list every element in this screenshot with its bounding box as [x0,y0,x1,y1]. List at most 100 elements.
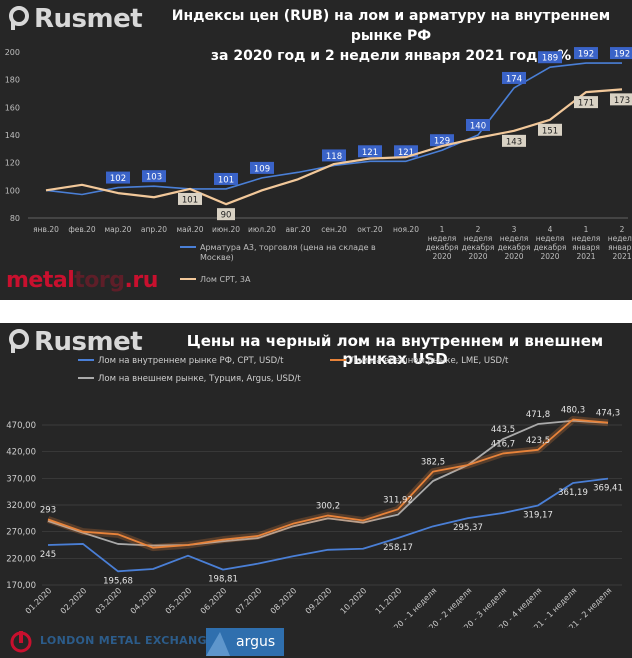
chart1-data-label-box [250,161,274,174]
chart1-x-tick: 1 [584,225,589,234]
chart1-title-line1: Индексы цен (RUB) на лом и арматуру на в… [171,8,611,44]
chart1-x-tick: неделя [608,234,632,243]
chart1-series-line-1 [45,88,623,206]
chart2-series-line-1 [47,418,609,549]
chart1-x-tick: 3 [512,225,517,234]
chart2-series-line-2 [47,419,609,547]
chart1-data-label: 173 [614,96,630,106]
chart2-panel: Rusmet Цены на черный лом на внутреннем … [0,323,632,658]
chart1-data-label: 143 [506,137,522,147]
chart1-x-tick: авг.20 [286,225,311,234]
chart1-data-label-box [502,134,526,147]
chart1-x-tick: окт.20 [357,225,383,234]
chart2-x-tick: 06.2020 [199,586,229,616]
chart1-x-tick: 2020 [468,252,487,261]
chart2-data-label: 295,37 [453,523,483,533]
chart1-data-label: 101 [182,195,198,205]
chart2-series-glow [46,416,609,552]
chart2-x-tick: 02.2020 [59,586,89,616]
chart2-data-label: 311,92 [383,495,413,505]
lme-logo-text: LONDON METAL EXCHANGE [40,634,215,647]
chart1-x-tick: апр.20 [141,225,167,234]
chart1-plot: 80 100 120 140 160 180 200 янв.20 фев.20 мар.20 ап… [5,47,632,284]
chart2-x-tick: 11.2020 [374,586,404,616]
chart2-legend-entry: Лом на внешнем рынке, Турция, Argus, USD… [98,374,301,384]
chart1-x-tick: 2 [620,225,625,234]
chart1-legend-entry: Лом СРТ, 3А [200,275,251,284]
chart2-legend-entry: Лом на внешнем рынке, LME, USD/t [350,356,509,366]
chart2-data-label: 319,17 [523,510,553,520]
chart1-data-label: 109 [254,164,270,174]
chart2-data-label: 471,8 [526,410,550,420]
chart2-data-label: 382,5 [421,458,445,468]
chart1-data-label: 121 [398,148,414,158]
chart2-data-label: 423,5 [526,436,550,446]
chart1-x-tick: 2 [476,225,481,234]
chart1-data-label: 103 [146,173,162,183]
argus-logo-text: argus [236,634,276,650]
chart1-x-tick: ноя.20 [393,225,419,234]
chart1-x-tick: неделя [572,234,601,243]
chart1-y-tick: 160 [5,103,20,112]
chart2-legend-entry: Лом на внутреннем рынке РФ, СРТ, USD/t [98,356,284,366]
chart1-data-label: 118 [326,152,342,162]
chart2-data-label: 300,2 [316,502,340,512]
chart1-x-tick: 1 [440,225,445,234]
chart1-x-tick: 2021 [576,252,595,261]
chart2-data-label: 361,19 [558,488,588,498]
chart1-x-tick: декабря [534,243,567,252]
chart1-data-label-box [574,47,598,60]
chart2-data-label: 198,81 [208,575,238,585]
chart1-data-label-box [217,208,235,221]
chart1-x-tick: июл.20 [248,225,276,234]
chart1-x-tick: неделя [500,234,529,243]
chart2-x-tick: 03.2020 [94,586,124,616]
chart1-data-label-box [538,123,562,136]
chart1-x-tick: мар.20 [105,225,132,234]
chart1-legend-entry: Москве) [200,253,234,262]
chart1-x-tick: декабря [462,243,495,252]
chart1-data-label: 90 [221,211,232,221]
lme-logo: LONDON METAL EXCHANGE [10,628,214,654]
chart1-data-label-box [502,71,526,84]
chart1-data-label: 171 [578,99,594,109]
chart1-x-tick: января [572,243,600,252]
chart1-y-tick: 100 [5,186,20,195]
chart2-title: Цены на черный лом на внутреннем и внешн… [186,332,604,368]
chart1-data-label-box [178,192,202,205]
chart2-x-tick: 05.2020 [164,586,194,616]
chart1-series-line-0 [45,62,622,196]
chart1-data-label-box [358,145,382,158]
chart1-y-tick: 140 [5,131,20,140]
chart1-x-tick: неделя [464,234,493,243]
chart1-y-tick: 200 [5,48,20,57]
rusmet-logo-text-2: Rusmet [34,327,143,357]
chart1-x-tick: июн.20 [212,225,240,234]
chart1-legend-entry: Арматура А3, торговля (цена на складе в [200,243,376,252]
chart2-series-line-0 [47,477,609,573]
chart1-data-label-box [466,119,490,131]
rusmet-logo-icon-2 [8,329,30,353]
chart2-y-tick: 220,00 [6,554,36,564]
chart2-data-label: 474,3 [596,409,620,419]
chart1-title: Индексы цен (RUB) на лом и арматуру на в… [150,6,632,66]
lme-logo-icon [10,631,32,653]
chart2-x-tick: 04.2020 [129,586,159,616]
chart2-data-label: 443,5 [491,425,515,435]
chart1-x-tick: янв.20 [33,225,59,234]
chart1-panel: Rusmet Индексы цен (RUB) на лом и армату… [0,0,632,300]
chart2-x-tick: 07.2020 [234,586,264,616]
chart1-data-label: 189 [542,54,558,64]
chart1-title-line2: за 2020 год и 2 недели января 2021 года,… [210,48,572,64]
chart2-data-label: 195,68 [103,576,133,586]
chart2-data-label: 293 [40,505,56,515]
chart2-data-label: 245 [40,550,56,560]
chart1-data-label: 192 [578,50,594,60]
chart1-x-tick: 2021 [612,252,631,261]
chart2-plot: 170,00 220,00 270,00 320,00 370,00 420,00 470,… [6,356,623,628]
chart2-y-tick: 370,00 [6,474,36,484]
chart1-x-tick: 2020 [432,252,451,261]
chart2-data-label: 369,41 [593,484,623,494]
chart2-data-label: 258,17 [383,543,413,553]
chart1-data-label: 192 [614,50,630,60]
